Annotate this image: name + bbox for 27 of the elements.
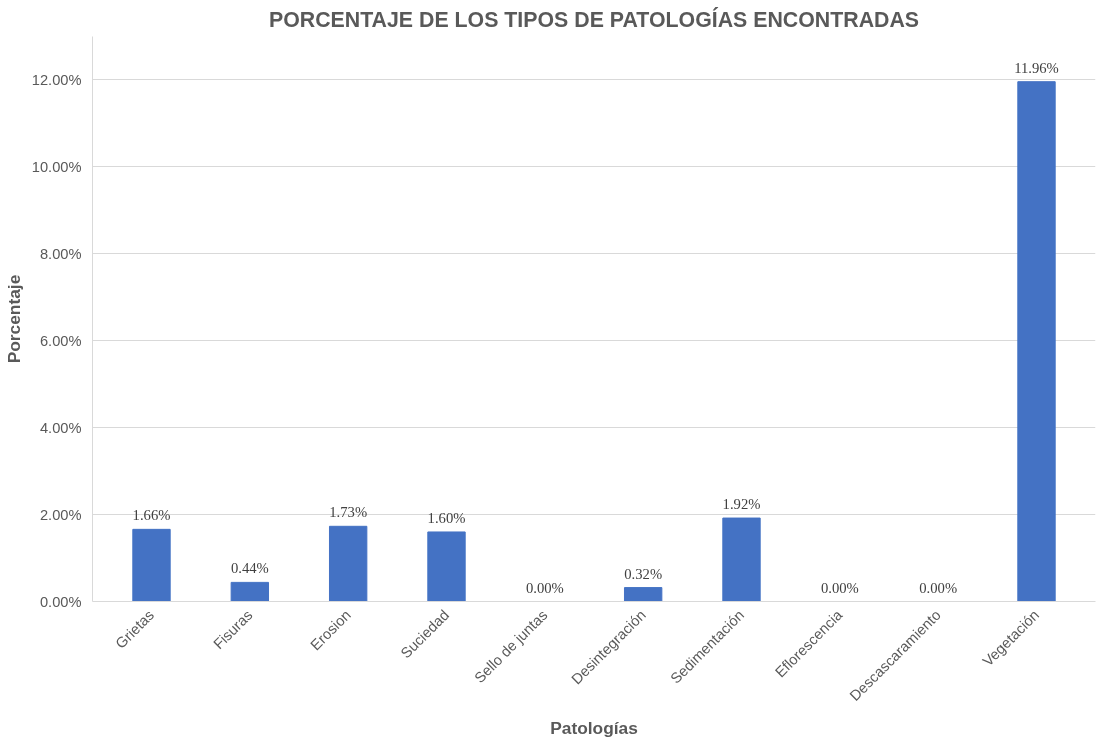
bar <box>328 525 368 602</box>
data-label: 0.44% <box>230 560 269 577</box>
bar <box>623 587 663 602</box>
data-label: 1.60% <box>427 509 466 526</box>
y-axis-title: Porcentaje <box>3 274 24 364</box>
data-label: 0.32% <box>624 565 663 582</box>
data-label: 11.96% <box>1014 59 1059 76</box>
data-label: 0.00% <box>820 579 859 596</box>
data-label: 0.00% <box>525 579 564 596</box>
bar <box>132 528 171 602</box>
y-tick-label: 0.00% <box>39 593 82 610</box>
data-label: 1.66% <box>132 507 171 524</box>
data-label: 1.92% <box>722 496 761 513</box>
data-label: 1.73% <box>329 504 368 521</box>
bar <box>230 581 270 602</box>
chart-title: PORCENTAJE DE LOS TIPOS DE PATOLOGÍAS ENCONTRADAS <box>268 6 920 32</box>
y-tick-label: 8.00% <box>39 245 82 262</box>
y-tick-label: 2.00% <box>39 506 82 523</box>
y-tick-label: 12.00% <box>31 71 82 88</box>
y-tick-label: 6.00% <box>39 332 82 349</box>
bar <box>1017 81 1056 602</box>
data-label: 0.00% <box>919 579 958 596</box>
bar <box>722 517 761 602</box>
y-tick-label: 10.00% <box>31 158 82 175</box>
y-tick-label: 4.00% <box>39 419 82 436</box>
x-axis-title: Patologías <box>550 717 638 738</box>
bar <box>427 531 466 602</box>
